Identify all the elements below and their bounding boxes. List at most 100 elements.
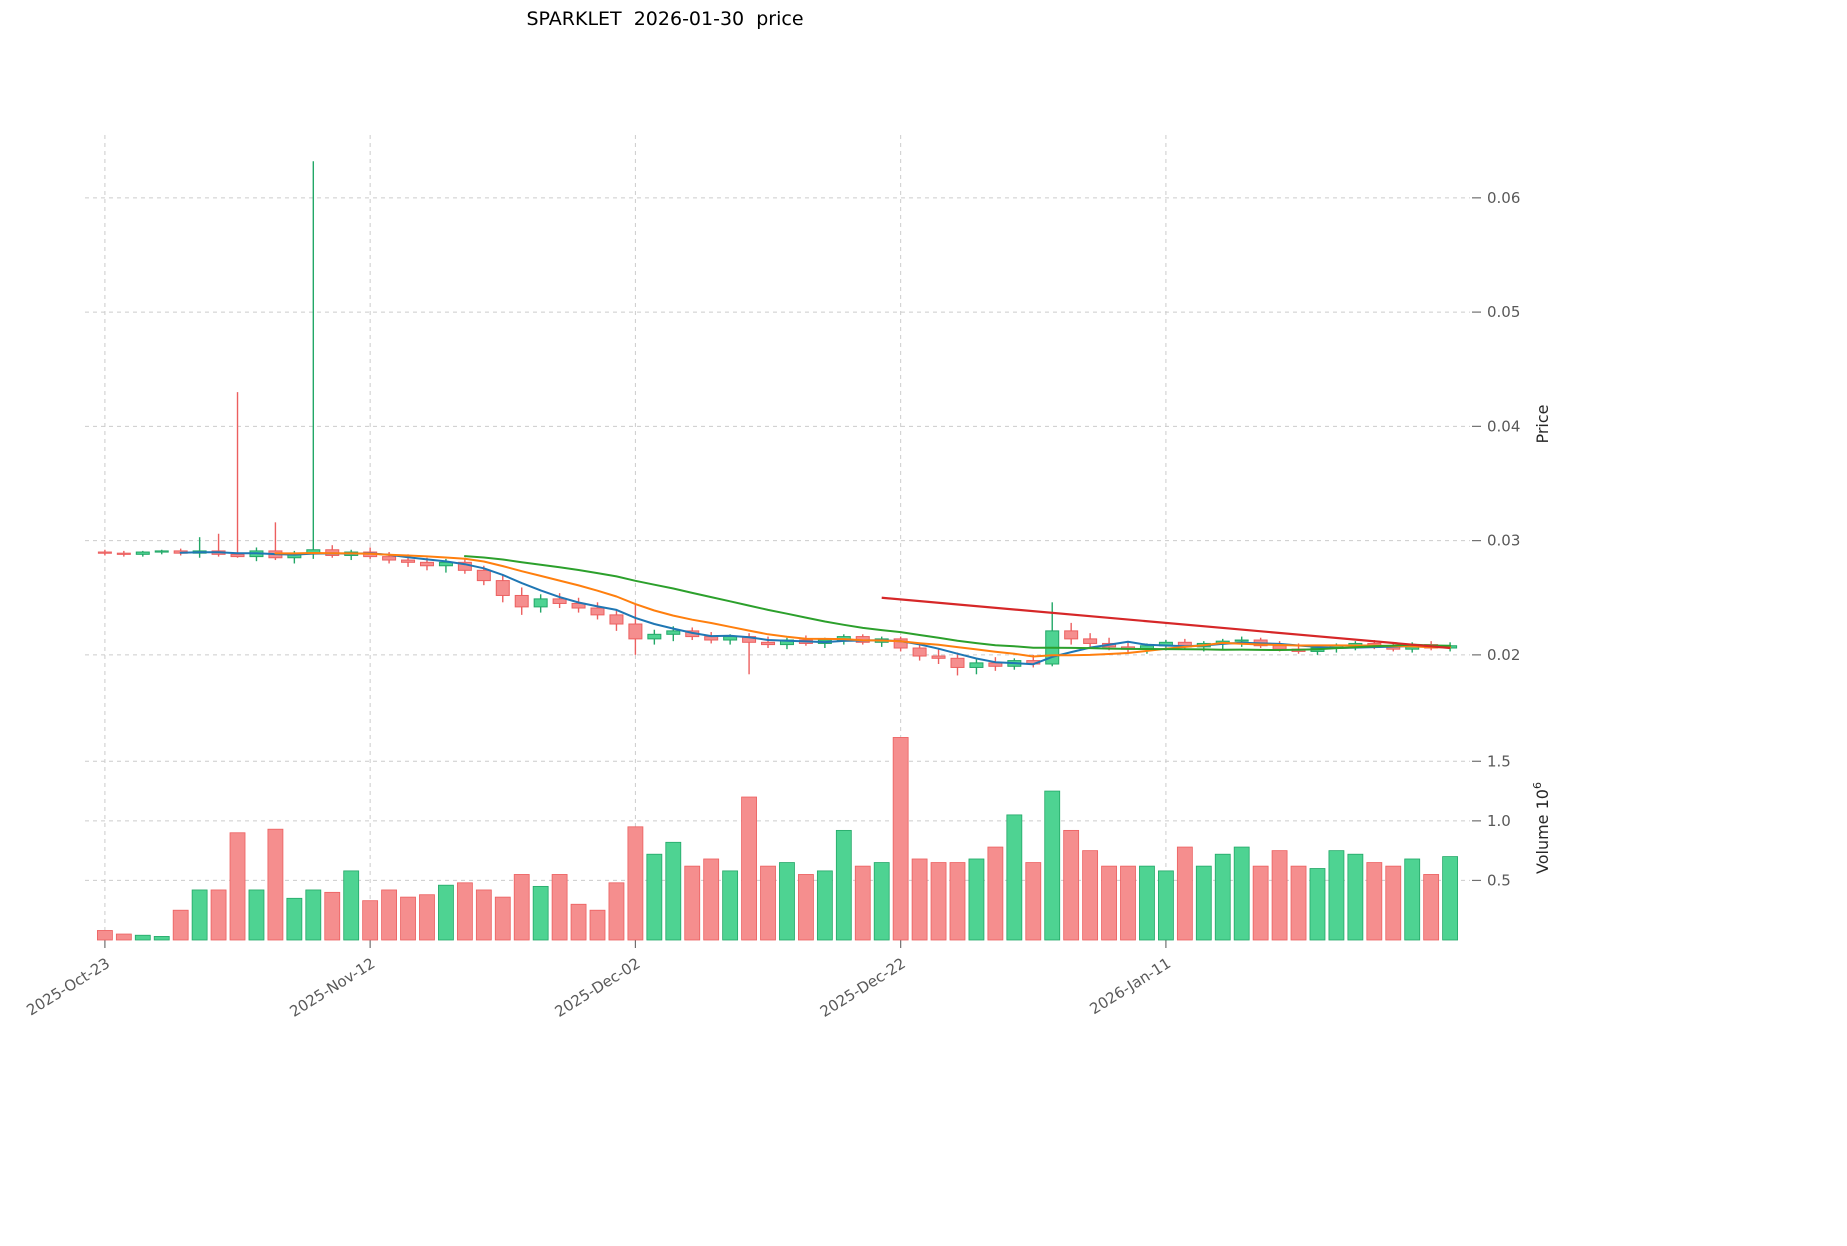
volume-bar: [286, 897, 303, 941]
candle-body: [552, 598, 567, 604]
volume-bar: [1025, 862, 1042, 941]
price-tick-label: 0.03: [1487, 532, 1520, 550]
volume-bar: [1195, 865, 1212, 941]
volume-bar: [1233, 846, 1250, 941]
volume-bar: [741, 796, 757, 941]
volume-bar: [930, 862, 947, 941]
candle-body: [609, 614, 624, 625]
x-tick-label: 2025-Dec-22: [817, 954, 909, 1021]
candle-body: [1234, 639, 1249, 642]
candle-body: [116, 552, 131, 555]
candle-body: [969, 662, 984, 668]
volume-bar: [665, 841, 682, 941]
volume-bar: [1006, 814, 1023, 941]
volume-bar: [570, 903, 587, 941]
volume-bar: [892, 737, 909, 941]
volume-bar: [589, 909, 606, 941]
volume-axis-title-base: Volume 10: [1533, 789, 1552, 874]
volume-bar: [1101, 865, 1117, 941]
volume-bar: [873, 862, 890, 941]
volume-bar: [267, 828, 284, 941]
volume-bar: [134, 934, 151, 941]
volume-bar: [419, 894, 435, 941]
x-tick-label: 2026-Jan-11: [1086, 954, 1174, 1018]
candle-body: [931, 655, 946, 659]
candle-body: [704, 636, 719, 641]
volume-bar: [172, 909, 189, 941]
price-tick-label: 0.04: [1487, 417, 1520, 435]
candle-body: [666, 630, 681, 635]
plot-layer: 0.02 0.03 0.04 0.05 0.06 0.5 1.0 1.5 2025-Oct-23…: [23, 135, 1520, 1021]
volume-bar: [115, 933, 132, 941]
volume-bar: [1423, 874, 1440, 941]
volume-bar: [1309, 868, 1326, 941]
candle-body: [647, 633, 662, 640]
volume-bar: [1139, 865, 1155, 941]
volume-bar: [475, 889, 492, 941]
volume-bar: [1082, 850, 1099, 941]
candle-body: [761, 641, 776, 646]
volume-tick-label: 1.5: [1487, 752, 1511, 770]
volume-bar: [324, 891, 341, 941]
candle-body: [533, 598, 548, 608]
candle-body: [723, 636, 738, 641]
volume-bar: [456, 882, 473, 941]
candle-body: [401, 559, 416, 563]
volume-bar: [1385, 865, 1402, 941]
candle-body: [495, 580, 510, 596]
volume-bar: [210, 889, 227, 941]
x-tick-label: 2025-Nov-12: [286, 954, 378, 1021]
volume-bar: [513, 874, 530, 941]
volume-bar: [551, 874, 568, 941]
volume-bar: [1044, 790, 1061, 941]
candle-body: [382, 556, 397, 561]
volume-bar: [1290, 865, 1307, 941]
candle-body: [1272, 645, 1287, 650]
candle-body: [912, 647, 927, 657]
candle-body: [893, 638, 908, 649]
volume-bar: [191, 889, 208, 941]
volume-bar: [949, 862, 966, 941]
candle-body: [1083, 638, 1098, 644]
candle-body: [628, 623, 643, 640]
volume-bar: [1404, 858, 1421, 941]
volume-bar: [703, 858, 720, 941]
volume-bar: [684, 865, 701, 941]
volume-bar: [1158, 870, 1174, 941]
ma-mid-line: [274, 552, 1452, 658]
volume-bar: [362, 900, 379, 941]
x-tick-label: 2025-Oct-23: [23, 954, 113, 1019]
volume-bar: [1442, 856, 1459, 941]
candle-body: [230, 553, 245, 558]
candle-body: [514, 594, 529, 608]
volume-tick-label: 1.0: [1487, 812, 1511, 830]
candle-body: [154, 550, 169, 553]
volume-bar: [816, 870, 833, 941]
volume-bar: [153, 936, 170, 941]
volume-bar: [343, 870, 360, 941]
chart-title: SPARKLET 2026-01-30 price: [526, 8, 804, 30]
candle-body: [590, 607, 605, 616]
candle-body: [476, 569, 491, 582]
volume-bar: [854, 865, 871, 941]
price-tick-label: 0.05: [1487, 303, 1520, 321]
volume-bar: [381, 889, 397, 941]
volume-bar: [798, 874, 814, 941]
volume-bar: [494, 896, 511, 941]
volume-bar: [400, 896, 416, 941]
volume-bar: [1063, 829, 1080, 941]
volume-bar: [1120, 865, 1136, 941]
ma-short-line: [179, 551, 1452, 666]
volume-bar: [1271, 850, 1288, 941]
candle-body: [135, 551, 150, 555]
price-tick-label: 0.06: [1487, 189, 1520, 207]
resistance-trendline: [881, 596, 1451, 650]
volume-axis-title: Volume 106: [1531, 782, 1552, 874]
volume-bar: [911, 858, 928, 941]
volume-bar: [438, 884, 454, 941]
volume-bar: [968, 858, 985, 941]
volume-bar: [1347, 853, 1364, 941]
volume-bar: [760, 865, 776, 941]
